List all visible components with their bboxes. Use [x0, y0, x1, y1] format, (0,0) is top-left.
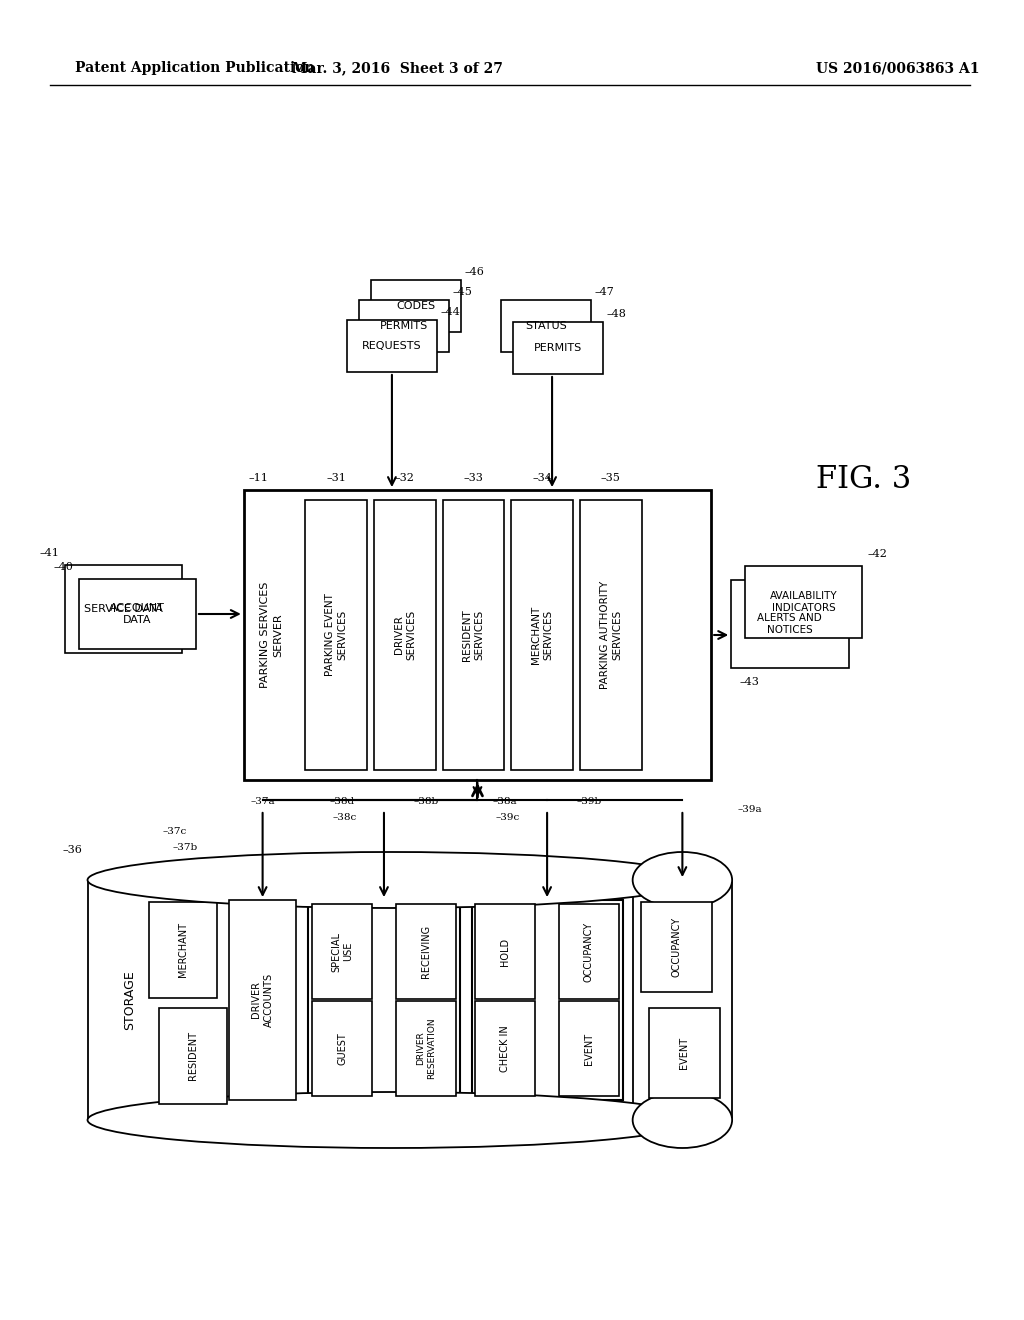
Text: Patent Application Publication: Patent Application Publication: [75, 61, 314, 75]
Text: –38c: –38c: [332, 813, 356, 822]
Text: SERVICE DATA: SERVICE DATA: [84, 605, 163, 614]
Bar: [648, 1008, 720, 1098]
Text: RESIDENT
SERVICES: RESIDENT SERVICES: [462, 609, 484, 661]
Text: –40: –40: [53, 562, 74, 572]
Bar: [471, 900, 623, 1100]
Text: ALERTS AND
NOTICES: ALERTS AND NOTICES: [758, 612, 822, 635]
Text: AVAILABILITY
INDICATORS: AVAILABILITY INDICATORS: [770, 591, 838, 614]
Text: Mar. 3, 2016  Sheet 3 of 27: Mar. 3, 2016 Sheet 3 of 27: [293, 61, 504, 75]
Text: ACCOUNT
DATA: ACCOUNT DATA: [110, 603, 165, 626]
Text: –34: –34: [532, 473, 552, 483]
Bar: [513, 322, 603, 374]
Bar: [511, 500, 573, 770]
Text: RECEIVING: RECEIVING: [421, 925, 431, 978]
Bar: [633, 880, 732, 1119]
Text: –39b: –39b: [577, 797, 601, 807]
Text: CODES: CODES: [396, 301, 435, 312]
Bar: [475, 904, 536, 999]
Text: –37b: –37b: [172, 843, 198, 853]
Text: PERMITS: PERMITS: [534, 343, 583, 352]
Text: PARKING AUTHORITY
SERVICES: PARKING AUTHORITY SERVICES: [600, 581, 622, 689]
Bar: [79, 579, 196, 649]
Bar: [312, 904, 372, 999]
Bar: [475, 1001, 536, 1096]
Text: PARKING EVENT
SERVICES: PARKING EVENT SERVICES: [325, 594, 347, 676]
Bar: [580, 500, 642, 770]
Text: –39a: –39a: [737, 805, 762, 814]
Text: –39c: –39c: [496, 813, 519, 822]
Bar: [745, 566, 862, 638]
Bar: [374, 500, 435, 770]
Text: OCCUPANCY: OCCUPANCY: [672, 917, 681, 977]
Bar: [502, 300, 591, 352]
Bar: [244, 490, 712, 780]
Text: SPECIAL
USE: SPECIAL USE: [331, 932, 353, 972]
Bar: [305, 500, 367, 770]
Text: DRIVER
ACCOUNTS: DRIVER ACCOUNTS: [252, 973, 273, 1027]
Text: –33: –33: [464, 473, 483, 483]
Bar: [359, 300, 449, 352]
Text: STORAGE: STORAGE: [123, 970, 136, 1030]
Bar: [396, 904, 456, 999]
Text: –35: –35: [601, 473, 621, 483]
Text: MERCHANT
SERVICES: MERCHANT SERVICES: [530, 606, 553, 664]
Text: –37a: –37a: [250, 797, 274, 807]
Text: –42: –42: [867, 549, 887, 558]
Bar: [65, 565, 182, 653]
Text: OCCUPANCY: OCCUPANCY: [584, 921, 594, 982]
Bar: [159, 1008, 226, 1104]
Text: –32: –32: [395, 473, 415, 483]
Bar: [347, 319, 436, 372]
Ellipse shape: [633, 851, 732, 908]
Text: MERCHANT: MERCHANT: [178, 923, 188, 977]
Text: –11: –11: [249, 473, 268, 483]
Text: DRIVER
SERVICES: DRIVER SERVICES: [393, 610, 416, 660]
Bar: [396, 1001, 456, 1096]
Bar: [371, 280, 461, 333]
Text: PARKING SERVICES
SERVER: PARKING SERVICES SERVER: [260, 582, 283, 688]
Text: –48: –48: [607, 309, 627, 319]
Text: –37c: –37c: [163, 828, 187, 837]
Text: –31: –31: [327, 473, 346, 483]
Text: –44: –44: [440, 308, 461, 317]
Text: –41: –41: [40, 548, 59, 558]
Text: FIG. 3: FIG. 3: [816, 465, 911, 495]
Text: PERMITS: PERMITS: [380, 321, 428, 331]
Text: HOLD: HOLD: [501, 937, 510, 965]
Text: –38b: –38b: [413, 797, 438, 807]
Bar: [559, 904, 618, 999]
Text: GUEST: GUEST: [337, 1032, 347, 1065]
Text: –47: –47: [595, 286, 614, 297]
Bar: [641, 902, 713, 991]
Text: CHECK IN: CHECK IN: [501, 1026, 510, 1072]
Text: –38d: –38d: [330, 797, 354, 807]
Text: US 2016/0063863 A1: US 2016/0063863 A1: [816, 61, 979, 75]
Bar: [312, 1001, 372, 1096]
Text: –38a: –38a: [493, 797, 518, 807]
Bar: [87, 880, 694, 1119]
Ellipse shape: [87, 851, 694, 908]
Text: REQUESTS: REQUESTS: [362, 341, 422, 351]
Text: RESIDENT: RESIDENT: [188, 1031, 198, 1081]
Ellipse shape: [633, 1092, 732, 1148]
Text: –36: –36: [62, 845, 83, 855]
Bar: [228, 900, 296, 1100]
Bar: [150, 902, 217, 998]
Text: EVENT: EVENT: [679, 1038, 689, 1069]
Text: STATUS: STATUS: [525, 321, 567, 331]
Bar: [442, 500, 505, 770]
Ellipse shape: [87, 1092, 694, 1148]
Bar: [731, 579, 849, 668]
Bar: [308, 900, 460, 1100]
Text: –46: –46: [465, 267, 484, 277]
Text: EVENT: EVENT: [584, 1032, 594, 1064]
Bar: [559, 1001, 618, 1096]
Text: –43: –43: [739, 677, 759, 686]
Text: –45: –45: [453, 286, 472, 297]
Text: DRIVER
RESERVATION: DRIVER RESERVATION: [416, 1018, 436, 1080]
